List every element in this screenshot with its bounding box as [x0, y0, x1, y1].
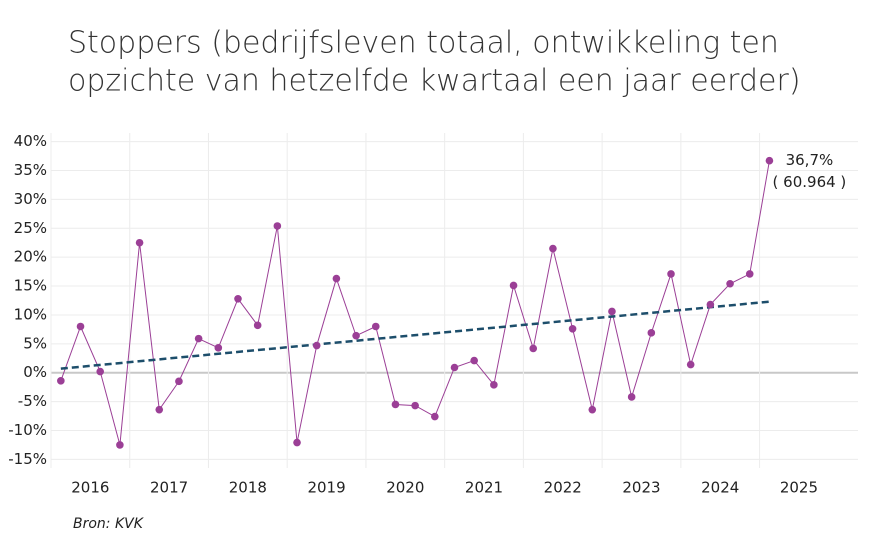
y-tick-label: 25%	[14, 219, 47, 237]
point	[332, 274, 341, 283]
x-tick-label: 2016	[71, 479, 109, 497]
point	[647, 329, 656, 337]
x-tick-label: 2021	[465, 479, 503, 497]
x-tick-label: 2017	[150, 479, 188, 497]
point	[509, 281, 518, 290]
point	[608, 307, 616, 316]
point	[273, 222, 282, 230]
y-tick-label: -5%	[18, 392, 47, 410]
point	[765, 156, 774, 165]
y-tick-label: 20%	[14, 248, 47, 266]
point	[726, 279, 734, 288]
annotation: ( 60.964 )	[773, 173, 847, 191]
y-tick-label: -10%	[8, 421, 47, 439]
point	[96, 367, 105, 376]
point	[234, 294, 242, 303]
point	[312, 341, 321, 350]
point	[549, 244, 557, 253]
point	[568, 325, 577, 333]
chart-title: Stoppers (bedrijfsleven totaal, ontwikke…	[68, 26, 779, 61]
y-tick-label: 40%	[14, 132, 47, 150]
y-tick-label: 35%	[14, 161, 47, 179]
point	[293, 438, 301, 447]
trend-line	[60, 300, 770, 370]
source: Bron: KVK	[73, 516, 145, 532]
point	[352, 331, 360, 340]
point	[411, 401, 419, 410]
point	[135, 238, 144, 247]
y-tick-label: 10%	[14, 305, 47, 323]
x-tick-label: 2022	[544, 479, 582, 497]
y-tick-label: -15%	[8, 450, 47, 468]
annotation: 36,7%	[786, 151, 834, 169]
point	[194, 334, 203, 343]
point	[745, 270, 754, 278]
x-tick-label: 2019	[307, 479, 345, 497]
point	[529, 344, 538, 353]
point	[588, 405, 597, 414]
point	[253, 321, 262, 330]
x-tick-label: 2020	[386, 479, 424, 497]
point	[667, 270, 675, 278]
x-tick-label: 2018	[229, 479, 267, 497]
point	[371, 322, 380, 331]
chart-title: opzichte van hetzelfde kwartaal een jaar…	[68, 64, 801, 99]
point	[116, 441, 124, 449]
point	[214, 344, 223, 352]
x-tick-label: 2025	[780, 479, 818, 497]
point	[450, 363, 459, 372]
y-tick-label: 5%	[23, 334, 47, 352]
point	[391, 400, 400, 409]
x-tick-label: 2024	[701, 479, 739, 497]
point	[470, 356, 478, 365]
point	[490, 381, 498, 389]
point	[431, 412, 439, 421]
point	[175, 377, 183, 386]
point	[686, 360, 695, 369]
point	[76, 322, 85, 331]
point	[706, 300, 715, 309]
x-tick-label: 2023	[622, 479, 660, 497]
y-tick-label: 15%	[14, 277, 47, 295]
y-tick-label: 0%	[23, 363, 47, 381]
point	[627, 393, 636, 401]
y-tick-label: 30%	[14, 190, 47, 208]
point	[155, 405, 164, 414]
point	[57, 376, 65, 385]
